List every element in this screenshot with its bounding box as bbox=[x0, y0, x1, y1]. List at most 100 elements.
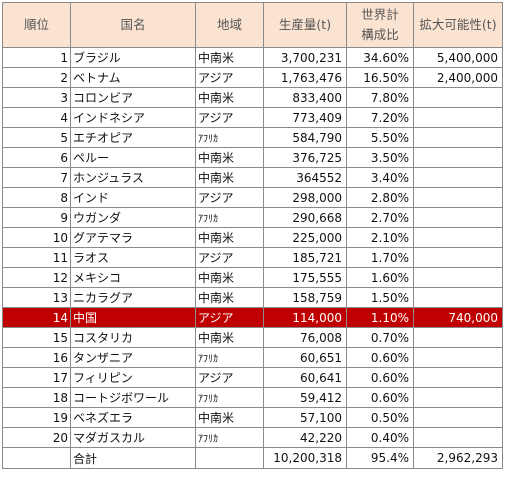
table-row: 2 ベトナム アジア 1,763,476 16.50% 2,400,000 bbox=[2, 67, 503, 88]
production-cell: 158,759 bbox=[263, 287, 347, 308]
share-cell: 2.10% bbox=[346, 227, 414, 248]
rank-cell: 13 bbox=[2, 287, 71, 308]
production-cell: 584,790 bbox=[263, 127, 347, 148]
region-cell: アジア bbox=[195, 187, 264, 208]
country-cell: タンザニア bbox=[70, 347, 196, 368]
country-cell: コートジボワール bbox=[70, 387, 196, 408]
rank-cell: 15 bbox=[2, 327, 71, 348]
table-row: 8 インド アジア 298,000 2.80% bbox=[2, 187, 503, 208]
rank-cell: 18 bbox=[2, 387, 71, 408]
region-cell: ｱﾌﾘｶ bbox=[195, 427, 264, 448]
share-cell: 7.20% bbox=[346, 107, 414, 128]
region-cell: アジア bbox=[195, 67, 264, 88]
rank-cell: 11 bbox=[2, 247, 71, 268]
country-cell: エチオピア bbox=[70, 127, 196, 148]
country-cell: メキシコ bbox=[70, 267, 196, 288]
share-cell: 0.40% bbox=[346, 427, 414, 448]
rank-cell: 9 bbox=[2, 207, 71, 228]
header-row: 順位 国名 地域 生産量(t) 世界計 構成比 拡大可能性(t) bbox=[2, 2, 503, 48]
region-cell: 中南米 bbox=[195, 407, 264, 428]
region-cell: 中南米 bbox=[195, 47, 264, 68]
country-cell: ペルー bbox=[70, 147, 196, 168]
total-potential: 2,962,293 bbox=[413, 447, 503, 469]
potential-cell bbox=[413, 407, 503, 428]
production-cell: 1,763,476 bbox=[263, 67, 347, 88]
production-cell: 76,008 bbox=[263, 327, 347, 348]
table-row-highlighted: 14 中国 アジア 114,000 1.10% 740,000 bbox=[2, 307, 503, 328]
header-potential: 拡大可能性(t) bbox=[413, 2, 503, 48]
header-rank: 順位 bbox=[2, 2, 71, 48]
production-cell: 3,700,231 bbox=[263, 47, 347, 68]
region-cell: ｱﾌﾘｶ bbox=[195, 127, 264, 148]
country-cell: ホンジュラス bbox=[70, 167, 196, 188]
country-cell: 中国 bbox=[70, 307, 196, 328]
potential-cell: 740,000 bbox=[413, 307, 503, 328]
rank-cell: 1 bbox=[2, 47, 71, 68]
rank-cell: 5 bbox=[2, 127, 71, 148]
potential-cell: 2,400,000 bbox=[413, 67, 503, 88]
region-cell: 中南米 bbox=[195, 327, 264, 348]
country-cell: ベネズエラ bbox=[70, 407, 196, 428]
table-row: 15 コスタリカ 中南米 76,008 0.70% bbox=[2, 327, 503, 348]
production-cell: 175,555 bbox=[263, 267, 347, 288]
share-cell: 34.60% bbox=[346, 47, 414, 68]
potential-cell bbox=[413, 247, 503, 268]
potential-cell bbox=[413, 127, 503, 148]
potential-cell bbox=[413, 87, 503, 108]
production-cell: 298,000 bbox=[263, 187, 347, 208]
potential-cell bbox=[413, 187, 503, 208]
table-row: 18 コートジボワール ｱﾌﾘｶ 59,412 0.60% bbox=[2, 387, 503, 408]
share-cell: 16.50% bbox=[346, 67, 414, 88]
production-cell: 225,000 bbox=[263, 227, 347, 248]
potential-cell bbox=[413, 267, 503, 288]
production-cell: 57,100 bbox=[263, 407, 347, 428]
potential-cell bbox=[413, 427, 503, 448]
share-cell: 5.50% bbox=[346, 127, 414, 148]
table-row: 10 グアテマラ 中南米 225,000 2.10% bbox=[2, 227, 503, 248]
total-share: 95.4% bbox=[346, 447, 414, 469]
table-row: 19 ベネズエラ 中南米 57,100 0.50% bbox=[2, 407, 503, 428]
country-cell: インド bbox=[70, 187, 196, 208]
rank-cell: 4 bbox=[2, 107, 71, 128]
header-region: 地域 bbox=[195, 2, 264, 48]
potential-cell bbox=[413, 207, 503, 228]
table-row: 13 ニカラグア 中南米 158,759 1.50% bbox=[2, 287, 503, 308]
country-cell: マダガスカル bbox=[70, 427, 196, 448]
table-body: 1 ブラジル 中南米 3,700,231 34.60% 5,400,000 2 ベトナム アジア… bbox=[2, 47, 503, 448]
header-share-line1: 世界計 bbox=[361, 7, 399, 22]
region-cell: アジア bbox=[195, 247, 264, 268]
potential-cell bbox=[413, 107, 503, 128]
potential-cell bbox=[413, 387, 503, 408]
table-row: 20 マダガスカル ｱﾌﾘｶ 42,220 0.40% bbox=[2, 427, 503, 448]
rank-cell: 3 bbox=[2, 87, 71, 108]
region-cell: ｱﾌﾘｶ bbox=[195, 207, 264, 228]
total-production: 10,200,318 bbox=[263, 447, 347, 469]
rank-cell: 12 bbox=[2, 267, 71, 288]
rank-cell: 14 bbox=[2, 307, 71, 328]
share-cell: 2.70% bbox=[346, 207, 414, 228]
production-cell: 364552 bbox=[263, 167, 347, 188]
production-cell: 833,400 bbox=[263, 87, 347, 108]
table-row: 16 タンザニア ｱﾌﾘｶ 60,651 0.60% bbox=[2, 347, 503, 368]
table-row: 12 メキシコ 中南米 175,555 1.60% bbox=[2, 267, 503, 288]
potential-cell: 5,400,000 bbox=[413, 47, 503, 68]
share-cell: 1.10% bbox=[346, 307, 414, 328]
production-cell: 60,641 bbox=[263, 367, 347, 388]
rank-cell: 7 bbox=[2, 167, 71, 188]
country-cell: ラオス bbox=[70, 247, 196, 268]
region-cell: ｱﾌﾘｶ bbox=[195, 347, 264, 368]
country-cell: コロンビア bbox=[70, 87, 196, 108]
table-row: 17 フィリピン アジア 60,641 0.60% bbox=[2, 367, 503, 388]
region-cell: アジア bbox=[195, 367, 264, 388]
potential-cell bbox=[413, 347, 503, 368]
production-cell: 59,412 bbox=[263, 387, 347, 408]
potential-cell bbox=[413, 167, 503, 188]
share-cell: 1.70% bbox=[346, 247, 414, 268]
table-row: 1 ブラジル 中南米 3,700,231 34.60% 5,400,000 bbox=[2, 47, 503, 68]
country-cell: グアテマラ bbox=[70, 227, 196, 248]
potential-cell bbox=[413, 327, 503, 348]
share-cell: 0.70% bbox=[346, 327, 414, 348]
country-cell: ウガンダ bbox=[70, 207, 196, 228]
production-table: 順位 国名 地域 生産量(t) 世界計 構成比 拡大可能性(t) 1 ブラジル 中南米… bbox=[2, 2, 503, 469]
country-cell: インドネシア bbox=[70, 107, 196, 128]
